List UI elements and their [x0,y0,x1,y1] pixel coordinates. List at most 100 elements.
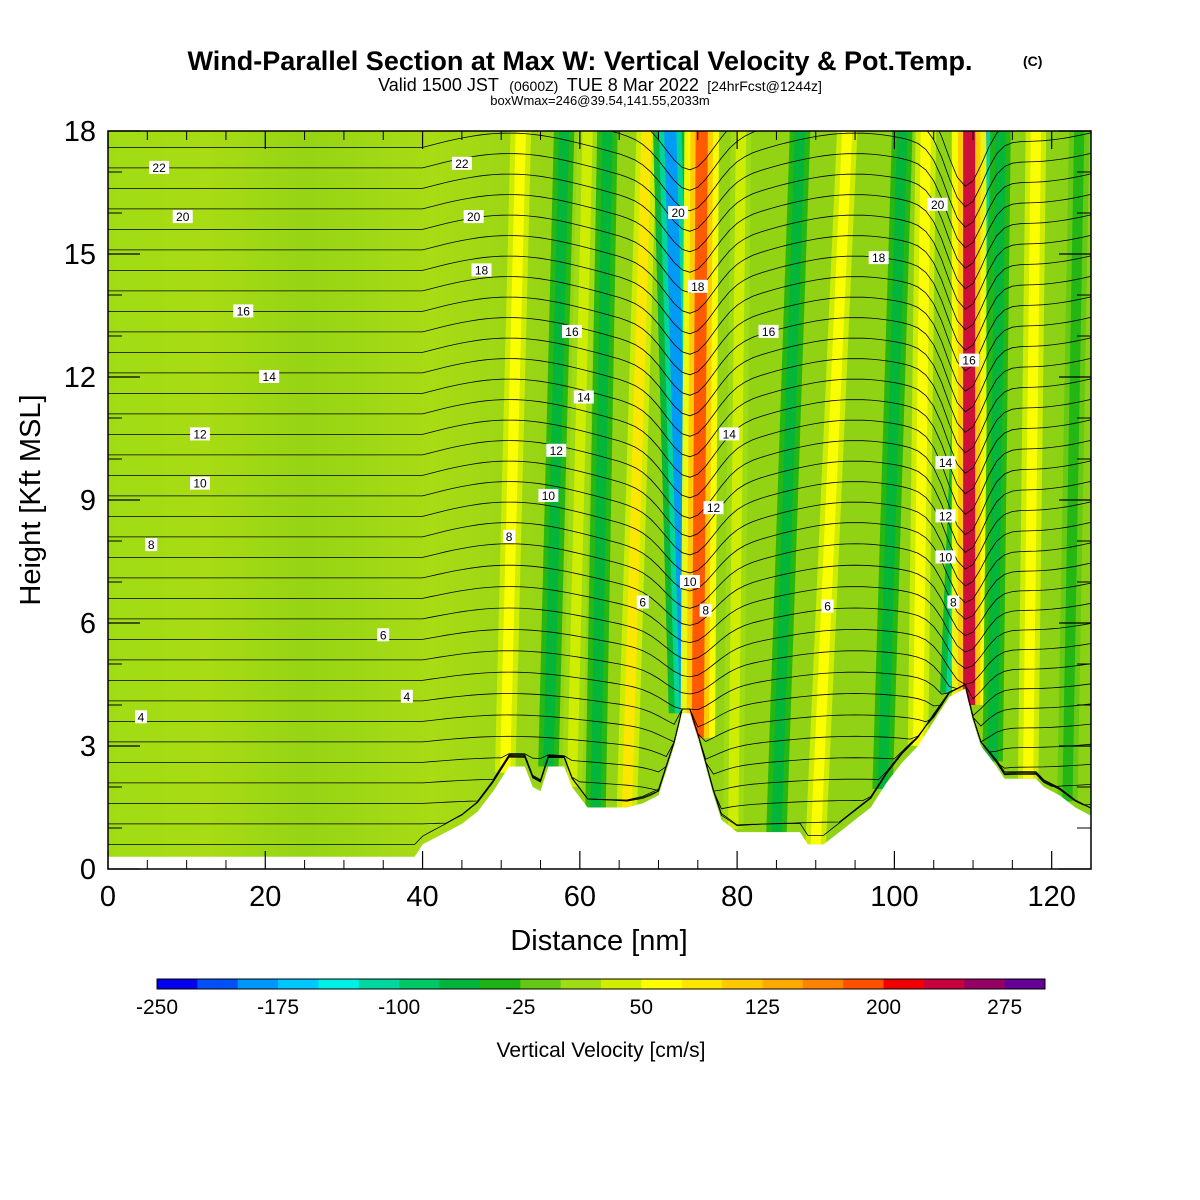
colorbar-swatch [883,979,925,989]
svg-text:4: 4 [403,690,410,704]
colorbar-swatch [923,979,965,989]
copyright-mark: (C) [1023,53,1042,69]
plot-area: 4 4 6 6 6 8 8 8 8 10 10 10 10 12 12 12 12 14 14 14 14 16 16 16 1… [108,131,1091,869]
chart-subtitle-2: boxWmax=246@39.54,141.55,2033m [490,93,710,108]
velocity-band [500,131,526,773]
isentrope-line [108,460,1091,553]
svg-text:12: 12 [193,427,207,441]
y-tick-label: 15 [64,239,96,271]
chart-title: Wind-Parallel Section at Max W: Vertical… [188,46,973,76]
contour-label: 22 [149,160,170,175]
colorbar-swatch [601,979,642,989]
velocity-band [810,131,853,845]
isentrope-line [108,194,1091,290]
isentrope-line [108,683,1091,760]
colorbar-swatch [964,979,1006,989]
svg-text:16: 16 [762,325,776,339]
x-tick-label: 100 [870,881,918,913]
velocity-band [987,131,1006,762]
isentrope-line [108,650,1091,700]
contour-label: 10 [935,550,956,564]
contour-label: 18 [471,263,492,277]
velocity-band [590,131,613,808]
isentrope-line [108,132,1091,228]
svg-text:14: 14 [577,391,591,405]
x-tick-label: 0 [100,881,116,913]
colorbar-swatch [479,979,521,989]
colorbar-swatch [843,979,885,989]
contour-label: 20 [927,197,948,212]
contour-label: 10 [190,476,211,491]
svg-text:16: 16 [962,354,976,368]
svg-text:22: 22 [152,161,166,175]
contour-label: 6 [377,628,390,642]
colorbar-swatch [802,979,844,989]
svg-text:8: 8 [506,530,513,544]
contour-label: 8 [699,603,712,618]
y-tick-label: 6 [80,608,96,640]
colorbar-tick-label: -175 [257,996,299,1019]
isentrope-line [108,399,1091,495]
svg-text:14: 14 [939,456,953,470]
colorbar-title: Vertical Velocity [cm/s] [497,1039,706,1062]
contour-label: 6 [636,595,649,610]
contour-label: 4 [135,710,148,724]
svg-text:10: 10 [683,575,697,589]
contour-label: 10 [679,575,700,589]
isentrope-line [108,296,1091,392]
svg-text:16: 16 [565,325,579,339]
isentrope-line [108,317,1091,413]
isentrope-line [108,628,1091,685]
colorbar-swatch [681,979,723,989]
colorbar-frame [156,978,1046,990]
svg-text:12: 12 [707,501,721,515]
contour-label: 12 [703,501,724,515]
contour-label: 12 [935,509,956,523]
contour-label: 20 [668,206,689,220]
velocity-band [621,131,652,808]
svg-text:14: 14 [263,370,277,384]
velocity-band [728,131,747,829]
isentrope-line [108,481,1091,570]
isentrope-line [108,276,1091,372]
contour-label: 6 [821,599,834,614]
colorbar-tick-label: 275 [987,996,1022,1019]
isentrope-line [108,683,1091,743]
contour-label: 18 [868,251,889,265]
y-axis: 0 3 6 9 12 15 18 [64,116,1091,886]
contour-label: 20 [172,210,193,224]
svg-text:6: 6 [824,600,831,614]
svg-text:6: 6 [380,628,387,642]
svg-text:18: 18 [872,251,886,265]
svg-text:8: 8 [950,596,957,610]
colorbar-swatch [641,979,683,989]
isentrope-line [108,607,1091,669]
colorbar-swatch [1004,979,1046,989]
contour-label: 14 [259,370,280,384]
colorbar-tick-label: 200 [866,996,901,1019]
svg-text:6: 6 [639,596,646,610]
contour-labels: 4 4 6 6 6 8 8 8 8 10 10 10 10 12 12 12 12 14 14 14 14 16 16 16 1… [135,156,980,724]
velocity-band [877,131,908,789]
potential-temperature-contours [108,131,1091,845]
chart-subtitle: Valid 1500 JST (0600Z) TUE 8 Mar 2022 [2… [378,75,822,95]
isentrope-line [108,153,1091,249]
svg-text:4: 4 [138,710,145,724]
contour-label: 8 [947,595,960,610]
x-tick-label: 80 [721,881,753,913]
svg-text:8: 8 [148,538,155,552]
contour-label: 12 [190,427,211,441]
contour-label: 16 [561,324,582,339]
colorbar-swatch [157,979,198,989]
contour-label: 16 [959,353,980,368]
isentrope-line [108,255,1091,351]
colorbar-swatch [520,979,562,989]
isentrope-line [108,173,1091,269]
isentrope-line [108,501,1091,587]
colorbar: -250 -175 -100 -25 50 125 200 275 [136,978,1046,1019]
contour-label: 8 [145,538,158,552]
colorbar-tick-label: -250 [136,996,178,1019]
contour-label: 16 [758,324,779,339]
colorbar-swatch [197,979,239,989]
isentrope-line [108,235,1091,331]
